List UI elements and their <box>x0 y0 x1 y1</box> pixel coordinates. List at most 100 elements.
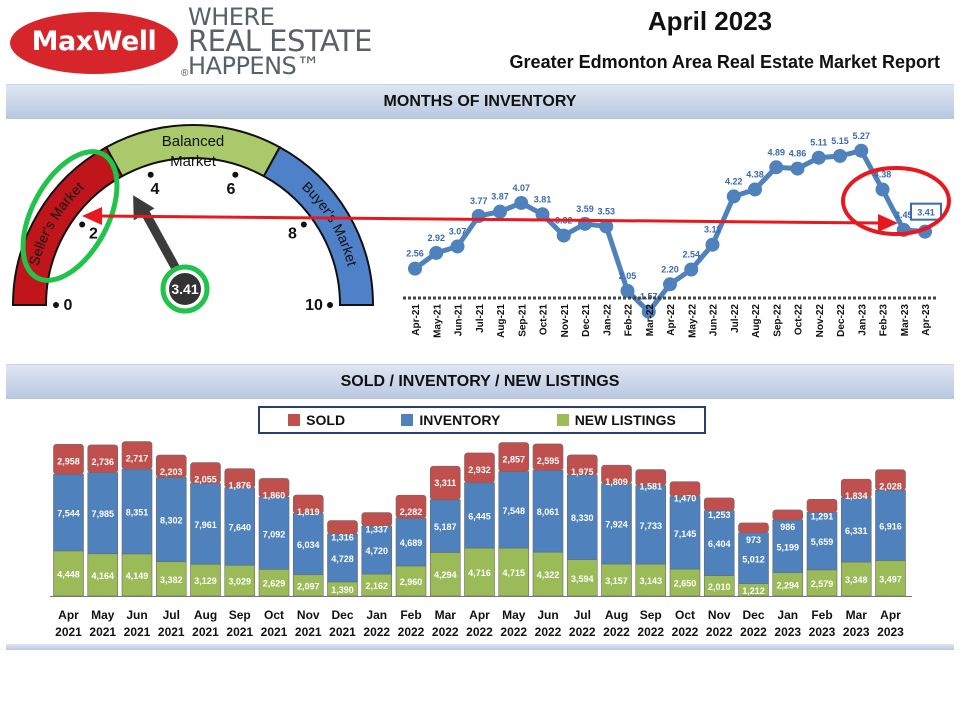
line-chart-x-tick-label: Apr-23 <box>921 304 932 336</box>
inventory-point-label: 4.07 <box>512 183 530 193</box>
inventory-point <box>620 283 635 298</box>
bar-category-year: 2021 <box>261 625 288 639</box>
bar-segment-sold <box>532 443 564 471</box>
inventory-section-title: MONTHS OF INVENTORY <box>383 93 577 110</box>
bar-value-label-sold: 2,932 <box>468 465 491 475</box>
bar-segment-inventory <box>669 496 701 570</box>
line-chart-x-tick-label: Aug-21 <box>496 304 507 338</box>
inventory-point-label: 5.11 <box>810 138 827 148</box>
bar-value-label-inventory: 4,720 <box>365 546 388 556</box>
bar-category-month: Jun <box>537 608 558 622</box>
legend-item-new-listings: NEW LISTINGS <box>556 412 676 428</box>
inventory-point-label: 3.07 <box>449 226 467 236</box>
footer-band <box>6 644 954 650</box>
inventory-point-label: 3.59 <box>576 204 594 214</box>
maxwell-logo: MaxWell ® <box>10 12 188 79</box>
gauge-tick-dot-6 <box>232 171 239 178</box>
sold-section-title: SOLD / INVENTORY / NEW LISTINGS <box>340 373 620 390</box>
bar-value-label-sold: 2,857 <box>502 455 525 465</box>
inventory-point <box>535 207 550 222</box>
inventory-point-label: 2.54 <box>682 250 700 260</box>
report-month: April 2023 <box>647 6 773 36</box>
bar-segment-inventory <box>224 487 256 566</box>
bar-segment-inventory <box>772 519 804 574</box>
inventory-point <box>663 277 677 292</box>
line-chart-x-tick-label: Jan-22 <box>602 304 613 336</box>
gauge-label-balanced-1: Balanced <box>162 133 225 150</box>
line-chart-x-tick-label: Dec-22 <box>836 304 847 337</box>
bar-segment-sold <box>361 512 393 527</box>
bar-segment-new-listings <box>121 553 153 597</box>
bar-value-label-inventory: 5,012 <box>742 554 765 564</box>
gauge-tick-label-4: 4 <box>151 181 160 198</box>
line-chart-x-tick-label: Mar-23 <box>900 304 911 337</box>
inventory-point <box>641 304 656 319</box>
bar-value-label-new-listings: 3,157 <box>605 576 628 586</box>
bar-category-year: 2022 <box>363 625 390 639</box>
line-chart-x-tick-label: Sep-21 <box>517 304 528 337</box>
bar-category-year: 2023 <box>843 625 870 639</box>
bar-segment-sold <box>635 469 667 486</box>
bar-value-label-new-listings: 2,579 <box>811 579 834 589</box>
gauge-value-label: 3.41 <box>171 281 198 297</box>
bar-value-label-inventory: 6,916 <box>879 521 902 531</box>
bar-segment-sold <box>738 522 769 534</box>
bar-value-label-inventory: 8,061 <box>537 507 560 517</box>
gauge-tick-dot-0 <box>53 302 59 308</box>
line-chart-x-tick-label: Jul-21 <box>475 304 486 333</box>
bar-segment-new-listings <box>601 563 632 597</box>
logo-registered-mark: ® <box>181 68 189 79</box>
inventory-point-label: 4.89 <box>767 147 785 157</box>
gauge-tick-dot-4 <box>147 171 154 178</box>
comparison-arrow-line <box>97 214 881 225</box>
inventory-point-label: 5.27 <box>852 131 870 141</box>
bar-category-year: 2021 <box>89 625 116 639</box>
inventory-point <box>450 239 465 254</box>
legend-label-new-listings: NEW LISTINGS <box>574 412 676 428</box>
bar-value-label-sold: 2,958 <box>57 456 80 466</box>
bar-value-label-inventory: 8,351 <box>126 508 149 518</box>
bar-value-label-new-listings: 2,162 <box>365 581 388 591</box>
bar-value-label-new-listings: 3,348 <box>845 575 868 585</box>
bar-segment-new-listings <box>840 561 872 597</box>
bar-segment-sold <box>464 452 495 484</box>
bar-value-label-sold: 973 <box>746 535 761 545</box>
bar-segment-inventory <box>87 472 119 555</box>
bar-value-label-new-listings: 4,448 <box>57 569 80 579</box>
bar-value-label-new-listings: 4,322 <box>537 570 560 580</box>
legend-swatch-sold <box>288 414 301 426</box>
comparison-arrow-right-head <box>878 214 898 232</box>
inventory-point-label: 3.87 <box>491 192 509 202</box>
bar-category-year: 2023 <box>774 625 801 639</box>
bar-category-year: 2023 <box>877 625 904 639</box>
inventory-point-label: 2.05 <box>619 271 637 281</box>
bar-value-label-new-listings: 1,212 <box>742 586 765 596</box>
inventory-section-header: MONTHS OF INVENTORY <box>6 84 954 119</box>
line-chart-x-tick-label: Jun-22 <box>709 304 720 337</box>
bar-value-label-inventory: 7,985 <box>91 509 114 519</box>
bar-category-year: 2022 <box>672 625 699 639</box>
bar-value-label-new-listings: 2,629 <box>263 579 286 589</box>
bar-value-label-sold: 2,717 <box>126 454 149 464</box>
bar-value-label-new-listings: 2,097 <box>297 581 320 591</box>
bar-segment-inventory <box>840 497 872 563</box>
line-chart-x-tick-label: Oct-22 <box>794 304 805 336</box>
inventory-point-label: 2.92 <box>427 233 445 243</box>
bar-category-month: Sep <box>640 608 662 622</box>
bar-value-label-sold: 1,809 <box>605 477 628 487</box>
bar-value-label-new-listings: 4,164 <box>91 571 114 581</box>
bar-value-label-sold: 1,470 <box>674 494 697 504</box>
bar-category-year: 2021 <box>329 625 356 639</box>
line-chart-x-tick-label: Sep-22 <box>772 304 783 337</box>
bar-segment-new-listings <box>669 568 701 597</box>
bar-segment-inventory <box>601 483 632 565</box>
bar-segment-new-listings <box>464 547 495 597</box>
bar-value-label-new-listings: 2,294 <box>776 580 799 590</box>
bar-category-year: 2022 <box>706 625 733 639</box>
inventory-point <box>790 161 805 176</box>
bar-value-label-new-listings: 2,010 <box>708 582 731 592</box>
gauge-tick-label-6: 6 <box>227 181 236 198</box>
bar-segment-inventory <box>121 468 153 555</box>
bar-value-label-inventory: 7,961 <box>194 520 217 530</box>
line-chart-x-tick-label: Mar-22 <box>645 304 656 337</box>
